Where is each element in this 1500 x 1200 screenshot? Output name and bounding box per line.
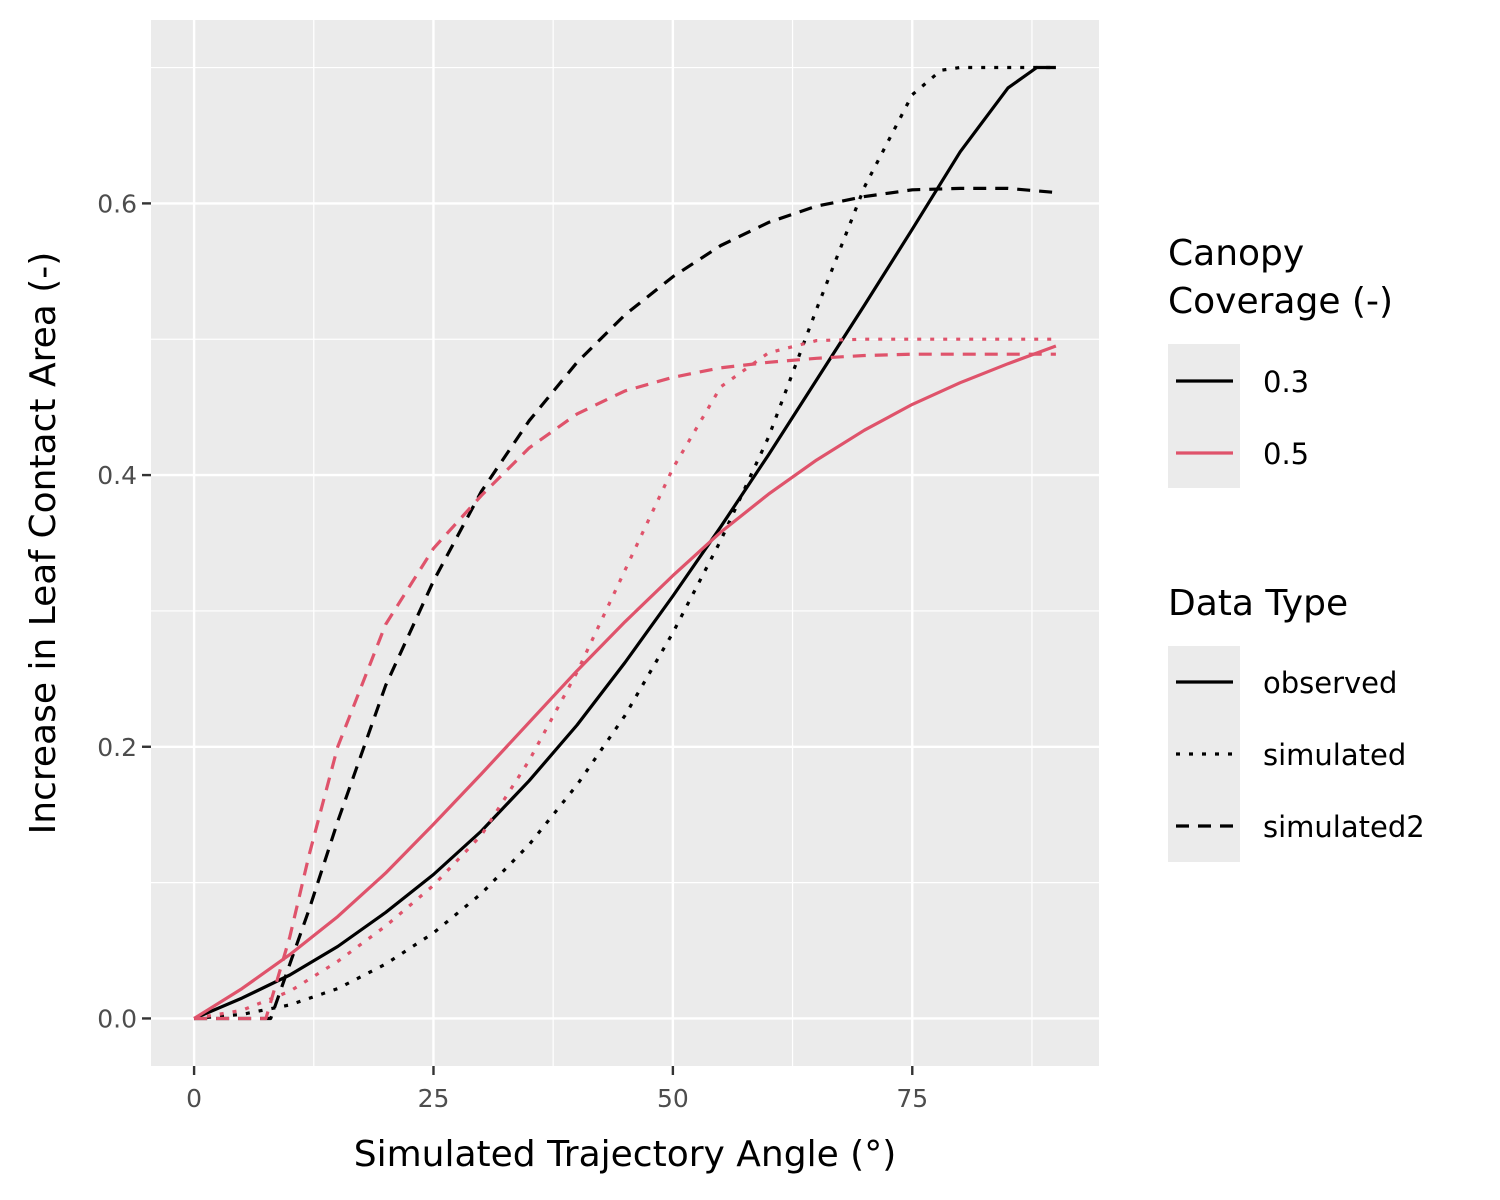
x-tick-label: 75 (896, 1084, 928, 1113)
series-line-0.3-simulated (193, 65, 1056, 1021)
legend-label-0.5: 0.5 (1263, 437, 1309, 471)
legend-label-simulated2: simulated2 (1263, 810, 1425, 844)
legend-data-type: Data Type observed simulated simulated2 (1168, 583, 1425, 862)
legend-color-title-line2: Coverage (-) (1168, 281, 1393, 322)
legend-label-simulated: simulated (1263, 738, 1406, 772)
y-tick-label: 0.2 (97, 733, 137, 762)
legend-linetype-title: Data Type (1168, 583, 1348, 624)
major-gridlines (151, 20, 1099, 1066)
series-line-0.5-observed (193, 344, 1057, 1020)
series-line-0.5-simulated2 (194, 352, 1056, 1021)
legend-canopy-coverage: Canopy Coverage (-) 0.3 0.5 (1168, 233, 1393, 488)
legend-color-title-line1: Canopy (1168, 233, 1304, 274)
minor-gridlines (151, 20, 1099, 1066)
y-axis-title: Increase in Leaf Contact Area (-) (23, 252, 64, 835)
x-axis-title: Simulated Trajectory Angle (°) (354, 1134, 897, 1175)
x-axis: 0 25 50 75 (186, 1066, 928, 1113)
series-line-0.3-simulated2 (194, 186, 1057, 1021)
legend-color-keys-background (1168, 344, 1240, 488)
y-tick-label: 0.0 (97, 1004, 137, 1033)
series-lines (193, 65, 1057, 1021)
series-line-0.3-observed (193, 65, 1056, 1020)
y-tick-label: 0.6 (97, 189, 137, 218)
y-tick-label: 0.4 (97, 461, 137, 490)
legend-label-0.3: 0.3 (1263, 365, 1309, 399)
plot-panel (151, 20, 1099, 1066)
x-tick-label: 25 (418, 1084, 450, 1113)
y-axis: 0.0 0.2 0.4 0.6 (97, 189, 151, 1033)
x-tick-label: 0 (186, 1084, 202, 1113)
legend-label-observed: observed (1263, 666, 1397, 700)
x-tick-label: 50 (657, 1084, 689, 1113)
series-line-0.5-simulated (193, 337, 1056, 1021)
